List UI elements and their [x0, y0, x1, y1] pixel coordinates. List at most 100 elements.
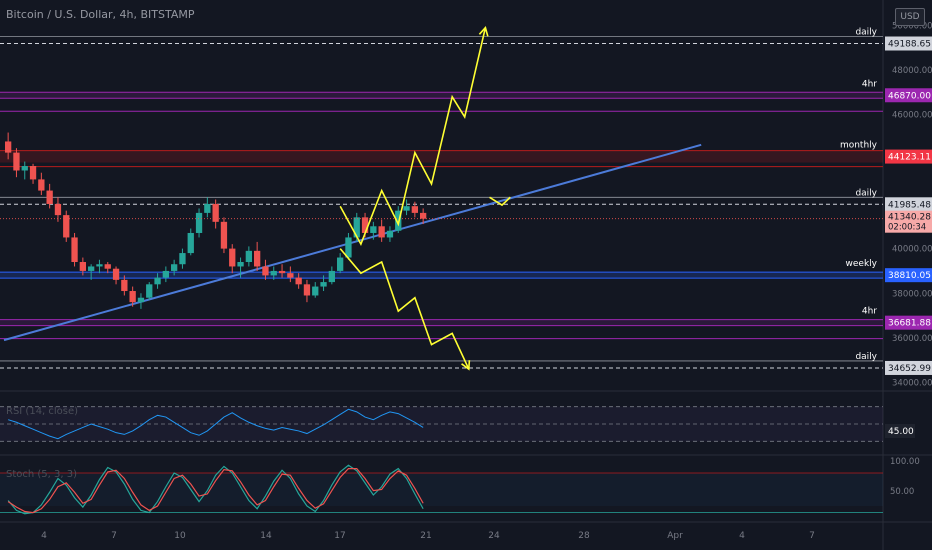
bullish-projection-arrowhead	[478, 25, 489, 37]
current-price-tag-bg	[885, 210, 932, 233]
candle-body	[229, 248, 236, 267]
candle-body	[154, 277, 161, 285]
stoch-d-line	[7, 468, 424, 514]
candle-body	[179, 253, 186, 265]
current-price-tag: 41340.28	[888, 213, 931, 223]
candle-body	[212, 203, 219, 222]
candle-body	[287, 273, 294, 278]
price-tag-bg	[885, 88, 932, 103]
bearish-projection-arrowhead	[461, 360, 471, 371]
candle-body	[254, 250, 261, 267]
level-label: monthly	[840, 141, 878, 151]
x-tick-label: 4	[739, 531, 745, 541]
candle-body	[370, 226, 377, 233]
rsi-line	[8, 408, 424, 440]
candle-body	[21, 166, 28, 171]
price-tick-label: 36000.00	[892, 334, 932, 344]
candle-body	[171, 264, 178, 271]
price-tick-label: 34000.00	[892, 379, 932, 389]
candle-body	[204, 203, 211, 213]
candle-body	[29, 166, 37, 180]
x-tick-label: 10	[174, 531, 186, 541]
candle-body	[303, 284, 311, 296]
candle-body	[195, 212, 203, 233]
bullish-projection	[339, 27, 487, 246]
candle-body	[295, 277, 302, 285]
candle-body	[104, 264, 111, 269]
price-tag-bg	[885, 315, 932, 330]
level-label: weekly	[846, 259, 878, 269]
candle-body	[386, 230, 394, 238]
level-label: daily	[855, 352, 877, 362]
price-tag-bg	[885, 360, 932, 375]
candle-body	[245, 250, 252, 262]
price-tag-bg	[885, 268, 932, 283]
x-tick-label: Apr	[667, 531, 683, 541]
level-label: daily	[855, 188, 877, 198]
candle-body	[146, 284, 153, 298]
candle-body	[353, 217, 360, 238]
price-tag-bg	[885, 149, 932, 164]
candle-body	[5, 141, 12, 153]
price-tick-label: 48000.00	[892, 66, 932, 76]
price-tick-label: 40000.00	[892, 245, 932, 255]
candle-body	[262, 266, 269, 276]
level-band	[0, 92, 883, 99]
stoch-tick: 50.00	[890, 487, 914, 497]
bearish-projection	[339, 248, 470, 370]
chart-title: Bitcoin / U.S. Dollar, 4h, BITSTAMP	[6, 8, 195, 21]
candle-body	[220, 221, 228, 249]
price-tag: 49188.65	[888, 40, 931, 50]
x-tick-label: 7	[111, 531, 117, 541]
candle-body	[137, 297, 145, 303]
candle-body	[411, 206, 418, 213]
candle-body	[328, 270, 335, 283]
candle-body	[378, 226, 385, 238]
candle-body	[13, 152, 20, 171]
x-tick-label: 28	[578, 531, 590, 541]
price-tag: 41985.48	[888, 200, 931, 210]
level-band	[0, 319, 883, 326]
candle-body	[63, 215, 70, 238]
level-label: 4hr	[862, 307, 877, 317]
x-tick-label: 21	[420, 531, 431, 541]
candle-body	[403, 206, 410, 211]
candle-body	[278, 270, 286, 274]
candle-body	[337, 257, 344, 271]
x-tick-label: 24	[488, 531, 500, 541]
candle-body	[96, 264, 103, 267]
candle-body	[46, 190, 53, 204]
level-band	[0, 150, 883, 163]
stoch-band	[0, 473, 883, 506]
price-tag: 36681.88	[888, 319, 931, 329]
candle-body	[312, 286, 319, 296]
candle-body	[112, 268, 120, 280]
price-tag-bg	[885, 36, 932, 51]
stoch-label: Stoch (5, 3, 3)	[6, 469, 77, 480]
candle-body	[270, 270, 277, 276]
candle-body	[129, 291, 136, 303]
candle-body	[162, 270, 169, 278]
candle-body	[420, 212, 427, 219]
candle-body	[237, 262, 244, 267]
currency-button[interactable]: USD	[895, 8, 925, 26]
candle-body	[79, 262, 86, 271]
candle-body	[71, 237, 78, 262]
x-tick-label: 4	[41, 531, 47, 541]
level-label: 4hr	[862, 79, 877, 89]
level-label: daily	[855, 28, 877, 38]
countdown-label: 02:00:34	[888, 223, 926, 233]
rsi-label: RSI (14, close)	[6, 406, 78, 417]
x-tick-label: 17	[334, 531, 345, 541]
x-tick-label: 7	[809, 531, 815, 541]
level-band	[0, 272, 883, 279]
price-tag: 44123.11	[888, 153, 931, 163]
candle-body	[320, 282, 327, 287]
x-tick-label: 14	[260, 531, 272, 541]
stoch-tick: 100.00	[890, 457, 920, 467]
candle-body	[361, 217, 369, 233]
price-tick-label: 46000.00	[892, 111, 932, 121]
price-tick-label: 50000.00	[892, 21, 932, 31]
candle-body	[187, 232, 194, 254]
